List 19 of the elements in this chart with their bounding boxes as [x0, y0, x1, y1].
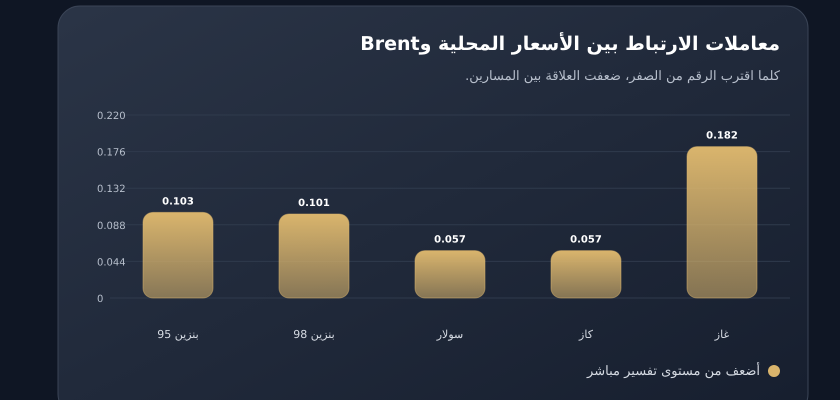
x-tick-label: بنزين 95	[157, 328, 199, 341]
data-label: 0.057	[434, 234, 466, 246]
x-tick-label: كاز	[578, 328, 594, 341]
data-label: 0.101	[298, 198, 330, 209]
y-tick-label: 0.220	[97, 111, 126, 122]
y-tick-label: 0.044	[97, 257, 126, 268]
data-label: 0.182	[706, 130, 738, 142]
y-tick-label: 0.176	[97, 148, 126, 159]
y-tick-label: 0.132	[97, 184, 126, 196]
data-label: 0.057	[570, 234, 602, 246]
data-label: 0.103	[162, 196, 194, 208]
chart-title: معاملات الارتباط بين الأسعار المحلية وBrent	[360, 32, 780, 55]
y-tick-label: 0.088	[97, 220, 126, 232]
x-tick-label: غاز	[714, 328, 730, 341]
x-tick-label: بنزين 98	[293, 328, 335, 341]
x-tick-label: سولار	[436, 328, 464, 341]
chart-subtitle: كلما اقترب الرقم من الصفر، ضعفت العلاقة بين المسارين.	[465, 69, 781, 84]
legend-label: أضعف من مستوى تفسير مباشر	[586, 362, 760, 379]
y-tick-label: 0	[97, 294, 104, 305]
